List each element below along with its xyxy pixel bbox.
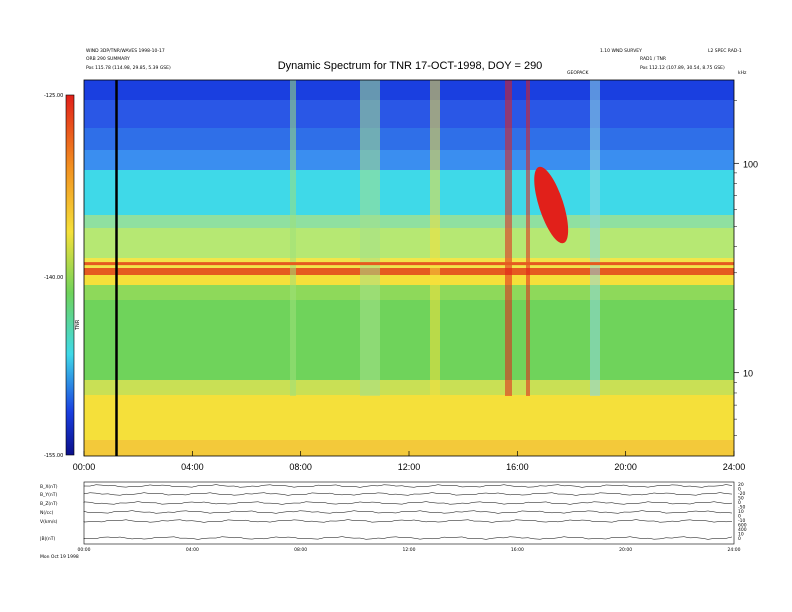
x-tick-label: 04:00 [181,462,204,472]
colorbar-tick-top: -125.00 [44,93,63,99]
bottom-x-tick-label: 20:00 [619,547,632,553]
x-tick-label: 16:00 [506,462,529,472]
spectrogram-image [84,80,734,456]
spectrum-band-10 [84,285,734,300]
spectrum-streak-1 [360,80,380,396]
header-right-line3: L2 SPEC RAD-1 [708,48,742,54]
bottom-right-tick-label: 0 [738,514,741,520]
bottom-right-tick-label: 20 [738,482,744,488]
trace-line [83,492,733,496]
bottom-x-tick-label: 08:00 [294,547,307,553]
bottom-right-tick-label: 0 [738,536,741,542]
spectrum-band-13 [84,395,734,440]
bottom-right-tick-label: 10 [738,509,744,515]
spectrum-band-12 [84,380,734,395]
bottom-frame [83,481,735,545]
header-left-line1: WIND 3DP/TNR/WAVES 1998-10-17 [86,48,165,54]
bottom-right-tick-label: 0 [738,487,741,493]
bottom-x-tick-label: 12:00 [403,547,416,553]
trace-line [83,510,733,514]
header-left-line2: ORB 290 SUMMARY [86,56,130,62]
colorbar-tick-mid: -140.00 [44,275,63,281]
spectrum-streak-4 [526,80,530,396]
x-tick-label: 20:00 [614,462,637,472]
x-tick-label: 24:00 [723,462,746,472]
bottom-right-tick-label: 400 [738,527,747,533]
colorbar-label: TNR [75,319,81,331]
spectrum-streak-0 [290,80,296,396]
header-right-line2: RAD1 / TNR [640,56,666,62]
chart-title: Dynamic Spectrum for TNR 17-OCT-1998, DO… [278,60,543,72]
trace-line [83,536,733,540]
spectrum-streak-2 [430,80,440,396]
trace-label: B_Z(nT) [40,501,58,507]
y-axis: 100 10 [734,100,758,436]
trace-line [83,501,733,505]
solar-wind-panel: B_X(nT) B_Y(nT) B_Z(nT) N(/cc) V(km/s) |B|(nT… [40,481,747,553]
trace-label: |B|(nT) [40,536,55,542]
footer-label: Mon Oct 19 1998 [40,554,79,560]
bottom-x-tick-label: 16:00 [511,547,524,553]
x-tick-label: 12:00 [398,462,421,472]
spectrum-band-9 [84,275,734,285]
header-right-line1: 1.10 WND SURVEY [600,48,642,54]
x-tick-label: 08:00 [289,462,312,472]
trace-label: V(km/s) [40,519,58,525]
bottom-right-tick-label: 0 [738,500,741,506]
header-left-pos: Pos 115.78 (114.98, 29.85, 5.39 GSE) [86,65,171,71]
bottom-right-tick-label: -10 [738,518,745,524]
top-center-label: GEOPACK [567,70,589,76]
trace-label: B_X(nT) [40,484,58,490]
spectrum-band-2 [84,128,734,150]
bottom-right-tick-label: 50 [738,496,744,502]
spectrum-band-1 [84,100,734,128]
header-right-pos: Pos 112.12 (107.89, 30.54, 8.75 GSE) [640,65,725,71]
spectrum-band-11 [84,300,734,380]
spectrum-band-0 [84,80,734,100]
bottom-right-tick-label: -20 [738,491,745,497]
bottom-x-tick-label: 24:00 [728,547,741,553]
bottom-right-tick-label: 600 [738,523,747,529]
bottom-right-tick-label: 10 [738,532,744,538]
x-axis: 00:00 04:00 08:00 12:00 16:00 20:00 24:00 [73,451,746,472]
spectrum-streak-5 [590,80,600,396]
y-unit-label: kHz [738,70,747,76]
colorbar-tick-bottom: -155.00 [44,453,63,459]
bottom-x-tick-label: 00:00 [78,547,91,553]
bottom-right-tick-label: -50 [738,505,745,511]
spectrum-streak-3 [505,80,512,396]
trace-label: N(/cc) [40,510,54,516]
spectrum-band-3 [84,150,734,170]
trace-label: B_Y(nT) [40,492,57,498]
x-tick-label: 00:00 [73,462,96,472]
colorbar [65,94,75,456]
radio-burst [534,166,569,244]
y-tick-label: 10 [743,369,753,379]
trace-line [83,484,733,488]
plasma-line [84,262,734,266]
spectrum-band-8 [84,268,734,275]
spectrum-band-4 [84,170,734,215]
spectrum-band-14 [84,440,734,456]
y-tick-label: 100 [743,159,758,169]
spectrum-band-5 [84,215,734,228]
bottom-x-tick-label: 04:00 [186,547,199,553]
spectrum-band-6 [84,228,734,258]
trace-line [83,519,733,523]
